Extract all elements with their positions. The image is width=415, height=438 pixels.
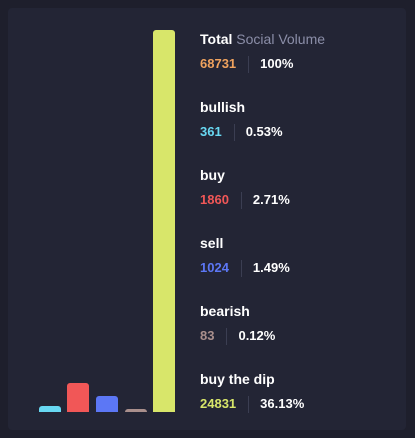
stat-values: 24831 36.13% — [200, 395, 304, 413]
stat-count: 68731 — [200, 56, 237, 71]
stat-sell: sell 1024 1.49% — [200, 235, 400, 285]
stat-divider — [226, 327, 228, 345]
volume-bar-chart — [8, 8, 198, 430]
stat-values: 361 0.53% — [200, 123, 283, 141]
bar-bullish[interactable] — [39, 406, 61, 412]
stat-label-muted: Social Volume — [236, 31, 326, 47]
stat-count: 1860 — [200, 192, 229, 207]
stat-percent: 0.53% — [245, 124, 283, 139]
bar-bearish[interactable] — [125, 409, 147, 412]
stat-values: 1860 2.71% — [200, 191, 290, 209]
stat-divider — [233, 123, 235, 141]
stat-label: sell — [200, 235, 224, 251]
stat-count: 83 — [200, 328, 215, 343]
stat-buy-the-dip: buy the dip 24831 36.13% — [200, 371, 400, 421]
stat-values: 1024 1.49% — [200, 259, 290, 277]
bar-sell[interactable] — [96, 396, 118, 412]
stat-count: 24831 — [200, 396, 237, 411]
stat-label: buy — [200, 167, 225, 183]
stat-percent: 1.49% — [252, 260, 290, 275]
stat-label: bullish — [200, 99, 246, 115]
social-volume-card: Total Social Volume 68731 100% bullish 3… — [8, 8, 406, 430]
stat-bearish: bearish 83 0.12% — [200, 303, 400, 353]
bar-total[interactable] — [153, 30, 175, 412]
stat-divider — [240, 191, 242, 209]
stat-percent: 36.13% — [260, 396, 305, 411]
stat-label: buy the dip — [200, 371, 275, 387]
bar-buy[interactable] — [67, 383, 89, 412]
stat-label: bearish — [200, 303, 250, 319]
stat-percent: 2.71% — [252, 192, 290, 207]
stat-divider — [248, 395, 250, 413]
stat-percent: 0.12% — [238, 328, 276, 343]
stat-bullish: bullish 361 0.53% — [200, 99, 400, 149]
stat-label: Total Social Volume — [200, 31, 325, 47]
stat-percent: 100% — [260, 56, 294, 71]
stat-values: 68731 100% — [200, 55, 293, 73]
stat-buy: buy 1860 2.71% — [200, 167, 400, 217]
stat-values: 83 0.12% — [200, 327, 275, 345]
stat-count: 361 — [200, 124, 222, 139]
stats-legend: Total Social Volume 68731 100% bullish 3… — [200, 8, 400, 430]
stat-divider — [248, 55, 250, 73]
stat-count: 1024 — [200, 260, 229, 275]
stat-label-strong: Total — [200, 31, 233, 47]
stat-total: Total Social Volume 68731 100% — [200, 31, 400, 81]
stat-divider — [240, 259, 242, 277]
